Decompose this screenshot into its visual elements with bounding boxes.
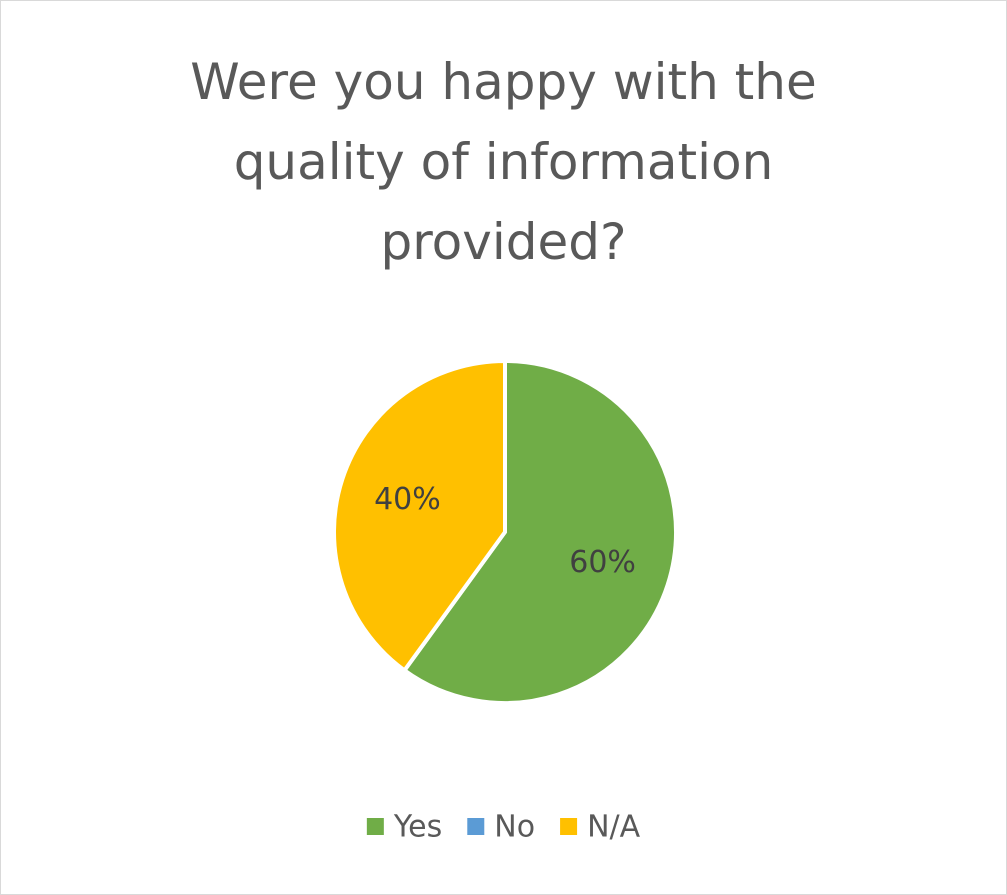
chart-title: Were you happy with the quality of infor… <box>190 53 817 271</box>
legend-label: Yes <box>393 810 442 845</box>
pie-slice <box>332 359 507 673</box>
data-label: 40% <box>374 482 441 517</box>
legend-label: N/A <box>587 810 641 845</box>
legend-marker <box>467 818 485 835</box>
legend-marker <box>560 818 578 835</box>
pie-slice <box>402 359 678 705</box>
legend-marker <box>366 818 384 835</box>
legend-label: No <box>494 810 535 845</box>
data-label: 60% <box>569 545 636 580</box>
